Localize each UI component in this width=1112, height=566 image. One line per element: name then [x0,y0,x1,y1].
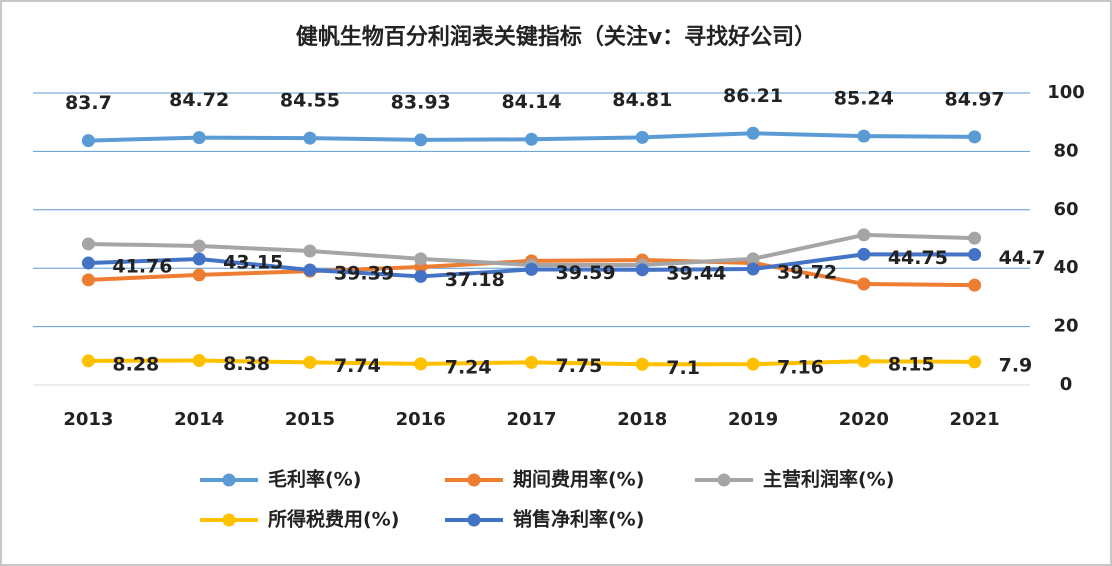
x-tick-label: 2021 [950,409,1000,430]
data-label: 84.72 [169,89,229,111]
chart-title: 健帆生物百分利润表关键指标（关注v：寻找好公司） [296,24,816,50]
data-label: 8.38 [223,353,270,375]
point [303,355,317,369]
legend-marker [717,473,731,487]
point [857,277,871,291]
data-label: 83.93 [391,91,451,113]
data-label: 7.75 [556,355,603,377]
point [81,237,95,251]
point [192,252,206,266]
data-label: 7.24 [445,356,492,378]
x-tick-label: 2019 [728,409,778,430]
legend-label: 毛利率(%) [268,468,361,491]
x-tick-label: 2017 [506,409,556,430]
x-tick-label: 2014 [174,409,224,430]
point [746,262,760,276]
point [635,130,649,144]
legend-label: 所得税费用(%) [268,508,399,531]
legend-label: 期间费用率(%) [513,468,644,491]
point [81,256,95,270]
point [857,129,871,143]
point [635,263,649,277]
point [81,134,95,148]
point [525,355,538,369]
point [746,357,760,371]
data-label: 41.76 [112,256,172,278]
x-tick-label: 2018 [617,409,667,430]
x-tick-label: 2016 [396,409,446,430]
point [303,263,317,277]
data-label: 84.97 [945,88,1005,110]
point [414,133,428,147]
y-tick-label: 0 [1060,374,1073,395]
legend-label: 销售净利率(%) [513,508,644,531]
point [746,252,760,266]
point [414,269,428,283]
point [635,357,649,371]
data-label: 7.74 [334,355,381,377]
y-tick-label: 60 [1053,199,1078,220]
point [81,273,95,287]
data-label: 39.39 [334,262,394,284]
point [968,247,982,261]
point [192,239,206,253]
point [746,126,760,140]
data-label: 39.44 [666,262,726,284]
point [303,131,317,145]
y-tick-label: 80 [1053,140,1078,161]
point [525,132,538,146]
x-tick-label: 2015 [285,409,335,430]
legend-marker [222,473,236,487]
point [857,247,871,261]
y-tick-label: 20 [1053,316,1078,337]
y-tick-label: 100 [1047,82,1085,103]
point [81,354,95,368]
point [968,130,982,144]
point [303,244,317,258]
x-tick-label: 2013 [63,409,113,430]
point [192,131,206,145]
data-label: 44.75 [888,247,948,269]
point [968,355,982,369]
point [525,262,538,276]
point [414,252,428,266]
point [192,354,206,368]
point [857,354,871,368]
legend-marker [467,513,481,527]
data-label: 7.9 [999,354,1033,376]
data-label: 85.24 [834,88,894,110]
data-label: 43.15 [223,252,283,274]
data-label: 44.7 [999,247,1046,269]
point [968,278,982,292]
data-label: 84.55 [280,90,340,112]
data-label: 37.18 [445,269,505,291]
point [192,268,206,282]
legend-label: 主营利润率(%) [763,468,894,491]
point [968,231,982,245]
point [414,357,428,371]
data-label: 39.59 [556,262,616,284]
data-label: 84.14 [501,91,561,113]
y-tick-label: 40 [1053,257,1078,278]
data-label: 7.16 [777,357,824,379]
point [857,228,871,242]
data-label: 8.28 [112,353,159,375]
data-label: 39.72 [777,262,837,284]
data-label: 83.7 [65,92,112,114]
data-label: 8.15 [888,354,935,376]
legend-marker [222,513,236,527]
data-label: 7.1 [666,357,700,379]
x-tick-label: 2020 [839,409,889,430]
legend-marker [467,473,481,487]
data-label: 86.21 [723,85,783,107]
data-label: 84.81 [612,89,672,111]
